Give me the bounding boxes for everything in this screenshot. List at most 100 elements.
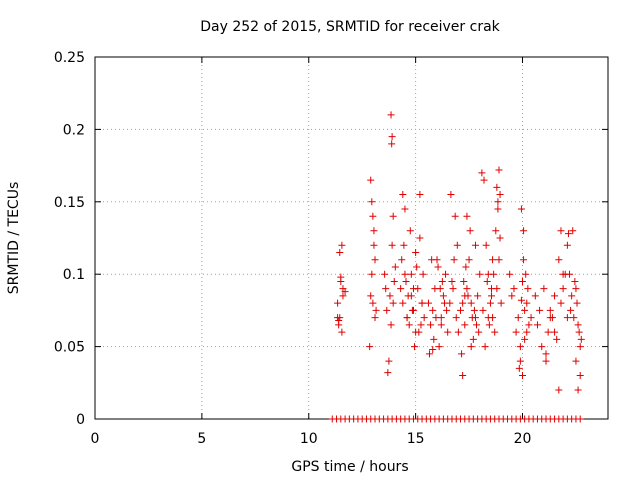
data-point [397, 285, 405, 293]
data-point [424, 299, 432, 307]
data-point [387, 111, 395, 119]
data-point [467, 343, 475, 351]
data-point [416, 191, 424, 199]
data-point [482, 241, 490, 249]
data-point [437, 321, 445, 329]
data-point [404, 292, 412, 300]
data-point [514, 314, 522, 322]
data-point [390, 277, 398, 285]
data-point [574, 321, 582, 329]
data-point [409, 285, 417, 293]
data-point [522, 270, 530, 278]
data-point [459, 372, 467, 380]
y-axis-label: SRMTID / TECUs [6, 182, 22, 295]
data-point [382, 285, 390, 293]
data-point [508, 292, 516, 300]
data-point [416, 234, 424, 242]
data-point [544, 328, 552, 336]
data-point [542, 357, 550, 365]
data-point [338, 241, 346, 249]
data-point [572, 285, 580, 293]
data-point [506, 270, 514, 278]
data-point [469, 335, 477, 343]
data-point [399, 299, 407, 307]
data-point [555, 386, 563, 394]
data-point [447, 191, 455, 199]
y-tick-label: 0 [76, 412, 85, 428]
data-point [444, 328, 452, 336]
data-point [474, 292, 482, 300]
data-point [443, 306, 451, 314]
data-point [495, 166, 503, 174]
data-point [520, 256, 528, 264]
data-point [435, 343, 443, 351]
data-point [337, 273, 345, 281]
y-tick-label: 0.2 [63, 122, 85, 138]
data-point [439, 292, 447, 300]
data-point [412, 328, 420, 336]
data-point [519, 372, 526, 380]
data-point [371, 256, 379, 264]
data-point [405, 321, 413, 329]
data-point [570, 314, 578, 322]
data-point [481, 343, 489, 351]
x-tick-label: 15 [407, 431, 425, 447]
x-tick-label: 5 [197, 431, 206, 447]
data-point [496, 191, 504, 199]
data-point [419, 270, 427, 278]
data-point [483, 277, 491, 285]
data-point [572, 357, 580, 365]
data-point [546, 314, 554, 322]
data-point [480, 176, 488, 184]
data-point [559, 285, 567, 293]
data-point [557, 227, 565, 235]
data-point [538, 343, 546, 351]
y-tick-label: 0.1 [63, 267, 85, 283]
data-point [470, 306, 478, 314]
data-point [438, 277, 446, 285]
data-point [446, 299, 454, 307]
data-point [386, 292, 394, 300]
data-point [463, 285, 471, 293]
data-point [512, 328, 520, 336]
data-point [488, 285, 496, 293]
data-point [372, 306, 380, 314]
plot-frame [94, 56, 609, 420]
data-point [426, 350, 434, 358]
data-point [452, 314, 460, 322]
mark-layer [328, 111, 585, 423]
data-point [401, 205, 409, 213]
data-point [462, 263, 470, 271]
data-point [496, 234, 504, 242]
data-point [576, 343, 584, 351]
data-point [429, 306, 437, 314]
data-point [516, 357, 524, 365]
grid-layer [95, 57, 608, 419]
data-point [546, 306, 554, 314]
data-point [448, 277, 456, 285]
data-point [461, 321, 469, 329]
data-point [450, 256, 458, 264]
data-point [569, 227, 577, 235]
data-point [388, 133, 396, 141]
data-point [494, 198, 502, 206]
data-point [566, 270, 574, 278]
data-point [417, 321, 425, 329]
data-point [336, 248, 344, 256]
chart-title: Day 252 of 2015, SRMTID for receiver cra… [200, 19, 500, 35]
data-point [540, 285, 548, 293]
data-point [338, 328, 346, 336]
data-point [384, 369, 392, 377]
data-point [520, 227, 528, 235]
data-point [453, 241, 461, 249]
data-point [370, 227, 378, 235]
data-point [467, 299, 475, 307]
data-point [486, 299, 494, 307]
y-tick-label: 0.25 [54, 50, 85, 66]
tick-layer: 0 5 10 15 20 0 0.05 0.1 0.15 0.2 0.25 [54, 50, 608, 447]
data-point [479, 306, 487, 314]
data-point [471, 241, 479, 249]
data-point [478, 169, 486, 177]
data-point [407, 270, 415, 278]
data-point [525, 321, 533, 329]
